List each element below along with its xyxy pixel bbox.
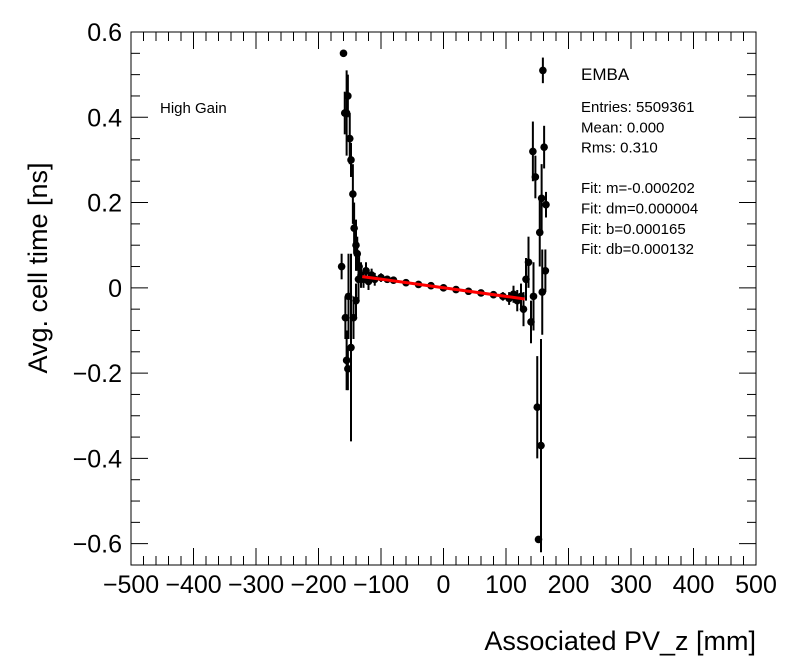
stats-line: Fit: dm=0.000004 — [581, 201, 698, 218]
data-point — [362, 266, 370, 275]
data-point — [345, 134, 354, 143]
stats-line: Rms: 0.310 — [581, 140, 658, 157]
data-point — [529, 292, 538, 301]
y-axis: 0.6 0.4 0.2 0 −0.2 −0.4 −0.6 — [73, 19, 756, 566]
data-point — [541, 266, 550, 275]
data-point — [347, 156, 355, 164]
stats-title: EMBA — [581, 65, 630, 84]
stats-line: Mean: 0.000 — [581, 119, 664, 136]
y-tick-label: −0.2 — [73, 360, 122, 388]
data-point — [537, 441, 545, 450]
fit-line — [362, 275, 525, 301]
y-axis-title: Avg. cell time [ns] — [23, 162, 53, 373]
x-tick-label: −300 — [228, 571, 284, 599]
x-tick-label: −500 — [103, 571, 159, 599]
data-point — [344, 92, 352, 100]
data-point — [344, 365, 352, 373]
fit-line-group — [362, 275, 525, 301]
x-tick-label: −400 — [165, 571, 221, 599]
y-tick-label: −0.4 — [73, 445, 122, 473]
stats-line: Fit: db=0.000132 — [581, 241, 694, 258]
stats-box: EMBA Entries: 5509361 Mean: 0.000 Rms: 0.31… — [581, 65, 698, 258]
data-point — [337, 262, 346, 271]
data-point — [341, 313, 350, 322]
x-tick-label: 300 — [610, 571, 652, 599]
data-point — [352, 241, 360, 249]
x-axis: −500 −400 −300 −200 −100 0 100 200 300 400 500 — [103, 32, 777, 599]
x-tick-label: 0 — [437, 571, 451, 599]
data-point — [540, 143, 548, 151]
stats-line: Fit: b=0.000165 — [581, 221, 686, 238]
data-point — [349, 190, 357, 198]
data-point — [529, 147, 537, 156]
x-axis-title: Associated PV_z [mm] — [484, 626, 756, 656]
data-point — [519, 305, 528, 313]
data-point — [538, 288, 547, 296]
data-point — [347, 343, 355, 352]
data-point — [342, 356, 351, 365]
data-points — [337, 49, 550, 553]
x-tick-label: −200 — [290, 571, 346, 599]
data-point — [539, 66, 547, 75]
data-point — [533, 403, 542, 412]
data-point — [542, 200, 550, 209]
y-tick-label: 0.2 — [87, 190, 122, 218]
y-tick-label: 0 — [108, 275, 122, 303]
x-tick-label: 200 — [548, 571, 590, 599]
x-tick-label: 500 — [735, 571, 777, 599]
stats-line: Entries: 5509361 — [581, 99, 694, 116]
data-point — [537, 194, 546, 203]
stats-line: Fit: m=-0.000202 — [581, 180, 695, 197]
y-tick-label: 0.6 — [87, 19, 122, 47]
data-point — [531, 173, 540, 181]
data-point — [364, 277, 373, 286]
x-tick-label: 100 — [485, 571, 527, 599]
data-point — [339, 49, 348, 58]
data-point — [524, 258, 533, 267]
x-tick-label: −100 — [353, 571, 409, 599]
gain-annotation: High Gain — [160, 100, 227, 117]
y-tick-label: −0.6 — [73, 531, 122, 559]
x-tick-label: 400 — [673, 571, 715, 599]
y-tick-label: 0.4 — [87, 104, 122, 132]
